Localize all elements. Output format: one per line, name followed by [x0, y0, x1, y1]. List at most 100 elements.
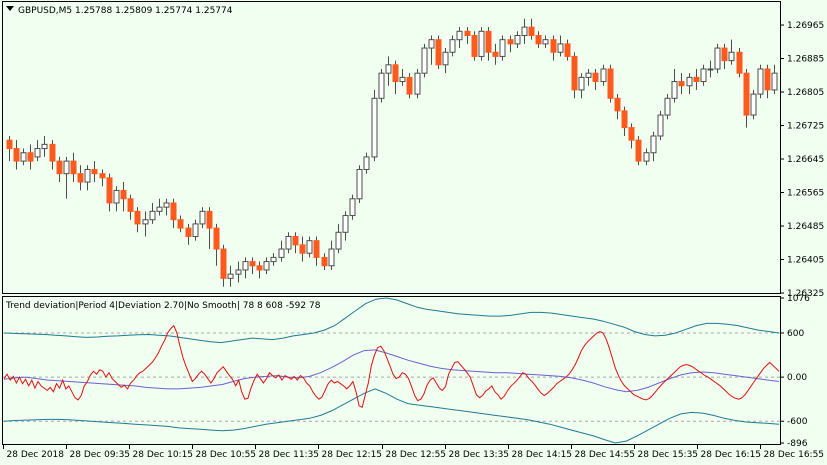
bear-candle-body [170, 202, 177, 221]
candle [56, 156, 63, 183]
candle [514, 31, 521, 49]
candle [499, 35, 506, 61]
candle [235, 261, 242, 283]
candle [292, 232, 299, 254]
time-tick-label: 28 Dec 16:15 [701, 450, 762, 460]
candle [492, 43, 499, 65]
bear-candle-body [256, 265, 263, 271]
bear-candle-body [313, 240, 320, 258]
candles-layer [6, 18, 778, 287]
candle [485, 27, 492, 61]
candle [657, 110, 664, 141]
bull-candle-body [84, 168, 91, 183]
price-tick-label: 1.26485 [787, 222, 824, 232]
candle [650, 131, 657, 162]
bear-candle-body [528, 26, 535, 36]
bull-candle-body [414, 72, 421, 95]
candle [535, 31, 542, 49]
bull-candle-body [657, 114, 664, 137]
candle [406, 73, 413, 99]
candle [478, 27, 485, 61]
candle [206, 207, 213, 250]
candle [700, 64, 707, 86]
bear-candle-body [77, 173, 84, 183]
candle [27, 144, 34, 170]
candle [306, 236, 313, 258]
bull-candle-body [235, 269, 242, 275]
bull-candle-body [585, 72, 592, 78]
bear-candle-body [406, 76, 413, 95]
bear-candle-body [249, 261, 256, 267]
time-tick-label: 28 Dec 09:35 [70, 450, 131, 460]
candle [342, 211, 349, 241]
candle [414, 68, 421, 99]
candle [471, 31, 478, 61]
price-axis: 1.26965 1.26885 1.26805 1.26725 1.26645 1.265… [780, 21, 824, 299]
candle [686, 73, 693, 95]
candle [607, 64, 614, 103]
bear-candle-body [134, 210, 141, 225]
candle [49, 140, 56, 170]
candle [41, 135, 48, 157]
time-tick-label: 28 Dec 16:55 [764, 450, 825, 460]
bear-candle-body [392, 64, 399, 83]
bull-candle-body [514, 34, 521, 45]
candle [91, 161, 98, 183]
bear-candle-body [564, 43, 571, 57]
price-tick-label: 1.26645 [787, 155, 824, 165]
bull-candle-body [600, 68, 607, 83]
bear-candle-body [6, 139, 13, 150]
bear-candle-body [99, 173, 106, 179]
bull-candle-body [41, 143, 48, 150]
bull-candle-body [728, 51, 735, 62]
candle [363, 152, 370, 174]
candle [256, 261, 263, 279]
candle [163, 198, 170, 216]
bear-candle-body [27, 152, 34, 162]
bull-candle-body [263, 261, 270, 271]
candle [285, 232, 292, 254]
time-tick-label: 28 Dec 10:15 [133, 450, 194, 460]
indicator-tick-label: 1076 [787, 294, 810, 304]
candle [678, 73, 685, 95]
bull-candle-body [306, 240, 313, 254]
candle [63, 156, 70, 199]
candle [528, 18, 535, 40]
bull-candle-body [499, 39, 506, 57]
bull-candle-body [285, 235, 292, 250]
collapse-triangle-icon[interactable] [6, 6, 14, 11]
time-tick-label: 28 Dec 15:35 [638, 450, 699, 460]
bear-candle-body [607, 68, 614, 99]
bear-candle-body [299, 244, 306, 254]
bear-candle-body [614, 97, 621, 112]
bull-candle-body [542, 39, 549, 45]
candle [578, 73, 585, 99]
bull-candle-body [456, 30, 463, 41]
indicator-tick-label: 600 [787, 329, 804, 339]
bull-candle-body [63, 160, 70, 175]
bear-candle-body [185, 227, 192, 237]
bull-candle-body [449, 39, 456, 53]
bull-candle-body [349, 198, 356, 217]
bull-candle-body [20, 152, 27, 162]
bull-candle-body [707, 68, 714, 71]
bear-candle-body [292, 235, 299, 246]
bull-candle-body [371, 97, 378, 158]
candle [542, 35, 549, 49]
bull-candle-body [328, 248, 335, 267]
time-tick-label: 28 Dec 14:55 [575, 450, 636, 460]
candle [84, 165, 91, 191]
candle [621, 106, 628, 136]
candle [34, 140, 41, 162]
bear-candle-body [721, 47, 728, 62]
candle [671, 68, 678, 103]
bull-candle-body [142, 219, 149, 225]
candle [771, 64, 778, 95]
bear-candle-body [70, 160, 77, 175]
price-tick-label: 1.26405 [787, 256, 824, 266]
candle [278, 240, 285, 262]
bull-candle-body [378, 72, 385, 99]
candle [142, 211, 149, 237]
candle [385, 56, 392, 86]
